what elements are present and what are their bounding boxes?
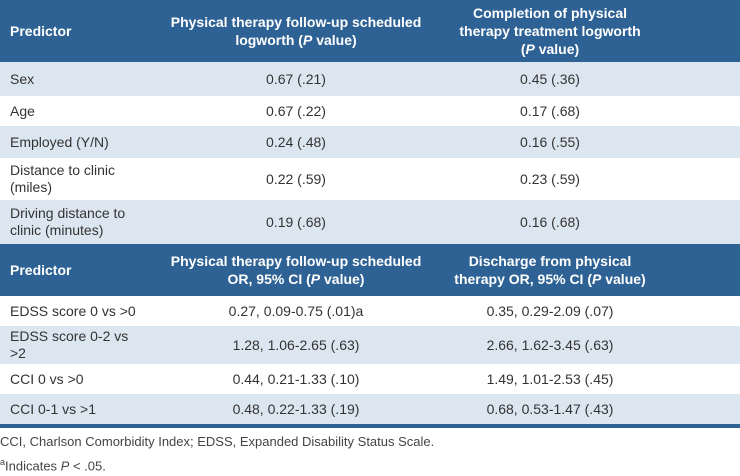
text-segment: Physical therapy follow-up scheduled log… (170, 14, 422, 48)
text-segment: P (310, 271, 321, 287)
table-cell: 0.16 (.55) (442, 126, 740, 158)
table-row: CCI 0 vs >0 0.44, 0.21-1.33 (.10) 1.49, 1.… (0, 364, 740, 394)
table-cell: 0.45 (.36) (442, 62, 740, 96)
header-row: Predictor Physical therapy follow-up sche… (0, 244, 740, 296)
text-segment: Predictor (10, 23, 72, 39)
text-segment: Physical therapy follow-up scheduled OR,… (170, 253, 422, 287)
table-cell: 0.48, 0.22-1.33 (.19) (150, 394, 442, 424)
text-segment: Discharge from physical therapy OR, 95% … (454, 253, 632, 287)
table-cell: Distance to clinic (miles) (10, 162, 116, 195)
text-segment: Completion of physical therapy treatment… (459, 5, 641, 57)
table-cell: 0.67 (.22) (266, 102, 326, 119)
table-cell: 0.19 (.68) (150, 200, 442, 244)
text-segment: P (302, 32, 313, 48)
table-cell: 1.49, 1.01-2.53 (.45) (486, 370, 614, 387)
table-cell: 0.16 (.68) (442, 200, 740, 244)
table-cell: Sex (0, 62, 150, 96)
footnote: CCI, Charlson Comorbidity Index; EDSS, E… (0, 432, 740, 452)
header-row: Predictor Physical therapy follow-up sche… (0, 0, 740, 62)
table-cell: 0.23 (.59) (520, 170, 580, 187)
text-segment: value) (320, 271, 365, 287)
text-segment: value) (601, 271, 646, 287)
table-cell: 0.44, 0.21-1.33 (.10) (232, 370, 360, 387)
table-cell: Driving distance to clinic (minutes) (0, 200, 150, 244)
table-cell: 0.17 (.68) (520, 102, 580, 119)
table-row: Sex 0.67 (.21) 0.45 (.36) (0, 62, 740, 96)
table-row: Employed (Y/N) 0.24 (.48) 0.16 (.55) (0, 126, 740, 158)
table-cell: 0.22 (.59) (266, 170, 326, 187)
footnotes: CCI, Charlson Comorbidity Index; EDSS, E… (0, 424, 740, 476)
table-row: EDSS score 0 vs >0 0.27, 0.09-0.75 (.01)a… (0, 296, 740, 326)
text-segment: P (60, 458, 70, 474)
header-cell: Physical therapy follow-up scheduled OR,… (150, 244, 442, 296)
table-cell: 0.68, 0.53-1.47 (.43) (442, 394, 740, 424)
text-segment: CCI, Charlson Comorbidity Index; EDSS, E… (0, 434, 435, 449)
text-segment: value) (534, 41, 580, 57)
table-cell: Age (10, 102, 35, 119)
table-cell: 1.28, 1.06-2.65 (.63) (150, 326, 442, 364)
header-cell: Physical therapy follow-up scheduled log… (150, 0, 442, 62)
text-segment: Predictor (10, 262, 72, 278)
footnote: aIndicates P < .05. (0, 452, 740, 476)
header-cell: Completion of physical therapy treatment… (442, 0, 740, 62)
table-cell: CCI 0 vs >0 (10, 370, 84, 387)
text-segment: value) (312, 32, 357, 48)
table-cell: CCI 0-1 vs >1 (0, 394, 150, 424)
table-cell: Employed (Y/N) (0, 126, 150, 158)
text-segment: < .05. (69, 458, 106, 474)
header-cell: Predictor (0, 244, 150, 296)
table-cell: 0.27, 0.09-0.75 (.01)a (228, 302, 364, 319)
table-row: CCI 0-1 vs >1 0.48, 0.22-1.33 (.19) 0.68, … (0, 394, 740, 424)
text-segment: Indicates (5, 458, 61, 474)
text-segment: P (592, 271, 602, 287)
header-cell: Discharge from physical therapy OR, 95% … (442, 244, 740, 296)
header-cell: Predictor (0, 0, 150, 62)
table-cell: 0.67 (.21) (150, 62, 442, 96)
table-row: Driving distance to clinic (minutes) 0.19… (0, 200, 740, 244)
table-cell: 0.35, 0.29-2.09 (.07) (486, 302, 614, 319)
data-table: Predictor Physical therapy follow-up sche… (0, 0, 740, 424)
table-cell: EDSS score 0-2 vs >2 (0, 326, 150, 364)
table-cell: 0.24 (.48) (150, 126, 442, 158)
table-cell: 2.66, 1.62-3.45 (.63) (442, 326, 740, 364)
table-row: Distance to clinic (miles) 0.22 (.59) 0.23… (0, 158, 740, 200)
table-cell: EDSS score 0 vs >0 (10, 302, 136, 319)
table-row: Age 0.67 (.22) 0.17 (.68) (0, 96, 740, 126)
table-row: EDSS score 0-2 vs >2 1.28, 1.06-2.65 (.63… (0, 326, 740, 364)
text-segment: P (525, 41, 535, 57)
